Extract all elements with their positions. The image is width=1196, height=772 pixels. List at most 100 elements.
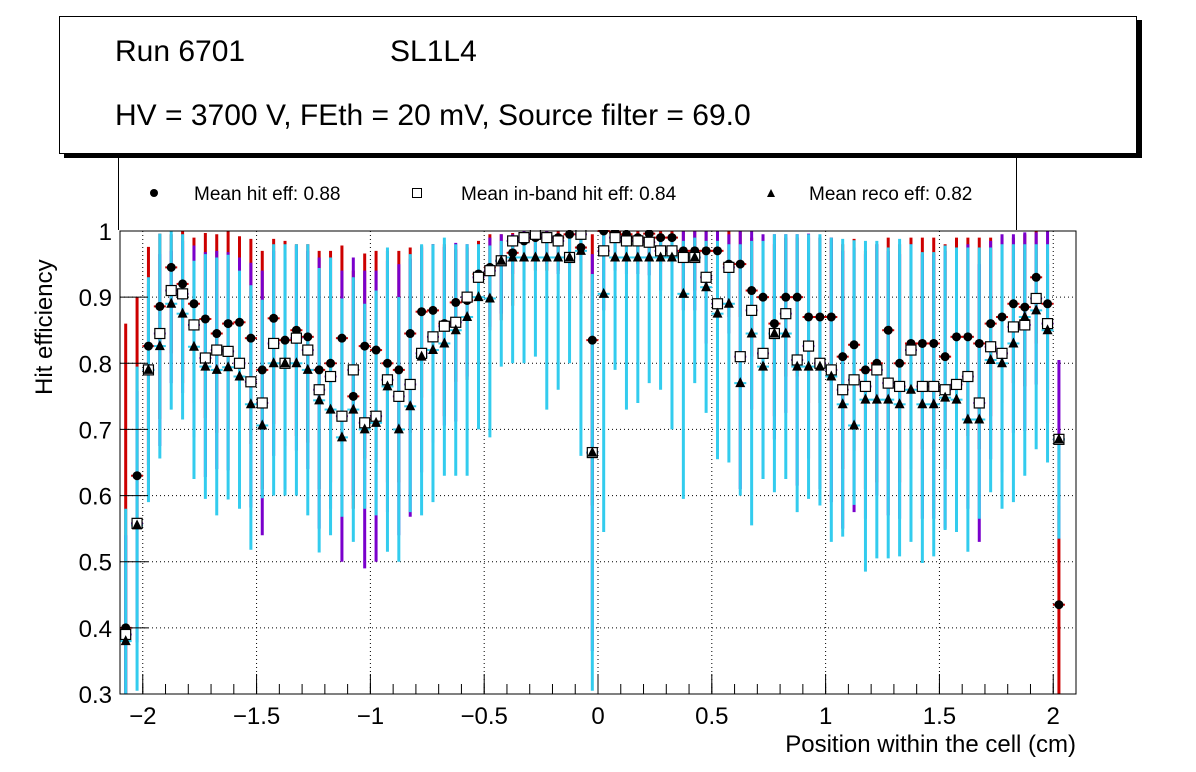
reco-eff-point (234, 370, 245, 381)
hit-eff-point (656, 233, 666, 243)
x-axis-label: Position within the cell (cm) (785, 731, 1076, 758)
reco-eff-point (336, 431, 347, 442)
y-tick-label: 0.7 (79, 417, 112, 444)
reco-eff-point (940, 391, 951, 402)
conditions-label: HV = 3700 V, FEth = 20 mV, Source filter… (115, 99, 751, 132)
hit-eff-point (792, 292, 802, 302)
reco-eff-point (371, 416, 382, 427)
reco-eff-point (120, 635, 131, 646)
reco-eff-point (689, 251, 700, 262)
inband-eff-point (211, 344, 223, 356)
hit-eff-point (291, 325, 301, 335)
inband-eff-point (461, 291, 473, 303)
hit-eff-point (838, 352, 848, 362)
reco-eff-point (427, 344, 438, 355)
x-tick-label: −1.5 (233, 703, 280, 730)
inband-eff-point (404, 378, 416, 391)
x-tick-label: −1 (357, 703, 384, 730)
hit-eff-point (303, 332, 313, 342)
hit-eff-point (769, 319, 779, 329)
hit-eff-point (929, 338, 939, 348)
inband-eff-point (962, 370, 974, 383)
reco-eff-point (382, 380, 393, 391)
reco-eff-point (359, 423, 370, 434)
inband-eff-point (609, 232, 621, 244)
hit-eff-point (348, 391, 358, 401)
reco-eff-point (132, 519, 143, 530)
hit-eff-point (394, 365, 404, 375)
hit-eff-point (667, 233, 677, 243)
inband-eff-point (188, 319, 200, 331)
inband-eff-point (928, 380, 940, 393)
reco-eff-point (837, 398, 848, 409)
inband-eff-point (347, 364, 359, 376)
reco-eff-point (473, 291, 484, 302)
reco-eff-point (701, 281, 712, 292)
hit-eff-point (587, 335, 597, 345)
inband-eff-point (711, 298, 724, 310)
reco-eff-point (894, 398, 905, 409)
hit-eff-point (189, 299, 199, 309)
reco-eff-point (655, 251, 666, 262)
hit-eff-point (997, 312, 1007, 322)
reco-eff-point (166, 297, 177, 308)
reco-eff-point (860, 393, 871, 404)
inband-eff-point (950, 378, 963, 391)
reco-eff-point (188, 340, 199, 351)
layer-label: SL1L4 (390, 35, 477, 68)
hit-eff-point (826, 312, 836, 322)
hit-eff-point (963, 332, 973, 342)
reco-eff-point (632, 251, 643, 262)
reco-eff-point (405, 400, 416, 411)
hit-eff-point (781, 292, 791, 302)
x-tick-label: 1.5 (923, 703, 956, 730)
x-tick-label: −0.5 (460, 703, 507, 730)
inband-eff-point (700, 271, 712, 283)
inband-eff-point (541, 232, 553, 244)
hit-eff-point (382, 358, 392, 368)
inband-eff-point (268, 337, 280, 350)
hit-eff-point (269, 313, 279, 323)
hit-eff-point (314, 365, 324, 375)
y-tick-label: 0.5 (79, 550, 112, 577)
inband-eff-point (723, 261, 735, 273)
reco-eff-point (780, 327, 791, 338)
reco-eff-point (1042, 324, 1053, 335)
reco-eff-point (792, 360, 803, 371)
reco-eff-point (245, 398, 256, 409)
hit-eff-point (883, 325, 893, 335)
inband-eff-point (848, 374, 860, 386)
hit-eff-point (849, 340, 859, 350)
inband-eff-point (1019, 319, 1031, 331)
hit-eff-point (178, 279, 188, 289)
inband-eff-point (518, 232, 530, 244)
reco-eff-point (814, 360, 825, 371)
reco-eff-point (769, 327, 780, 338)
hit-eff-point (860, 365, 870, 375)
inband-eff-point (222, 345, 234, 357)
inband-eff-point (677, 251, 689, 264)
inband-eff-point (746, 304, 758, 316)
inband-eff-point (427, 331, 439, 343)
hit-eff-point (360, 341, 370, 351)
x-tick-label: 1 (819, 703, 832, 730)
hit-eff-point (451, 297, 461, 307)
x-tick-label: 2 (1047, 703, 1060, 730)
inband-eff-point (302, 344, 314, 356)
reco-eff-point (257, 419, 268, 430)
hit-eff-point (940, 352, 950, 362)
reco-eff-point (302, 363, 313, 374)
reco-eff-point (758, 360, 769, 371)
inband-eff-point (313, 384, 325, 396)
reco-eff-point (553, 251, 564, 262)
hit-eff-point (952, 332, 961, 342)
reco-eff-point (1008, 337, 1019, 348)
hit-eff-point (747, 286, 757, 296)
reco-eff-point (678, 287, 689, 298)
reco-eff-point (484, 292, 495, 303)
title-box: Run 6701 SL1L4 HV = 3700 V, FEth = 20 mV… (59, 16, 1137, 154)
x-tick-label: 0.5 (695, 703, 728, 730)
y-tick-label: 0.9 (79, 285, 112, 312)
hit-eff-point (1054, 600, 1064, 610)
